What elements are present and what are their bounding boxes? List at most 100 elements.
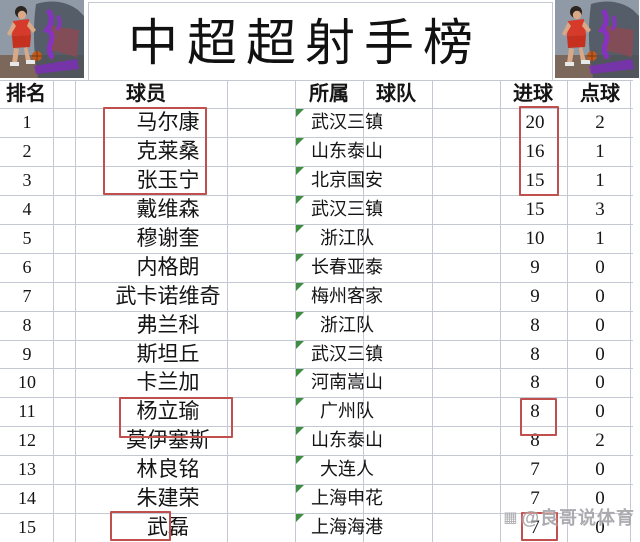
grid-line (88, 2, 552, 3)
penalties-cell: 0 (595, 517, 605, 539)
grid-logo-icon: ▦ (503, 508, 519, 526)
table-row: 3 张玉宁 北京国安 15 1 (0, 166, 640, 195)
rank-cell: 4 (22, 198, 32, 219)
comment-triangle-icon (296, 485, 304, 494)
penalties-cell: 1 (595, 169, 605, 191)
team-name-cell: 山东泰山 (311, 430, 383, 451)
grid-line (552, 2, 553, 80)
table-row: 5 穆谢奎 浙江队 10 1 (0, 224, 640, 253)
table-row: 11 杨立瑜 广州队 8 0 (0, 397, 640, 426)
team-name-cell: 河南嵩山 (311, 372, 383, 393)
team-name-cell: 浙江队 (320, 227, 374, 248)
penalties-cell: 0 (595, 459, 605, 481)
player-name-cell: 武磊 (147, 515, 189, 540)
red-highlight-box (119, 397, 233, 438)
table-row: 2 克莱桑 山东泰山 16 1 (0, 137, 640, 166)
comment-triangle-icon (296, 166, 304, 175)
grid-line (0, 339, 633, 341)
penalties-cell: 3 (595, 198, 605, 220)
player-name-cell: 杨立瑜 (136, 399, 200, 424)
column-header-goals: 进球 (513, 83, 553, 105)
comment-triangle-icon (296, 340, 304, 349)
team-name-cell: 长春亚泰 (311, 256, 383, 277)
goals-cell: 7 (530, 517, 540, 539)
comment-triangle-icon (296, 224, 304, 233)
grid-line (0, 194, 633, 196)
player-name-cell: 戴维森 (136, 196, 200, 221)
grid-line (0, 252, 633, 254)
team-name-cell: 广州队 (320, 401, 374, 422)
player-name-cell: 马尔康 (136, 110, 200, 134)
player-name-cell: 穆谢奎 (136, 225, 200, 250)
team-name-cell: 山东泰山 (311, 140, 383, 161)
penalties-cell: 0 (595, 314, 605, 336)
team-name-cell: 武汉三镇 (311, 198, 383, 219)
table-row: 4 戴维森 武汉三镇 15 3 (0, 195, 640, 224)
penalties-cell: 0 (595, 343, 605, 365)
comment-triangle-icon (296, 514, 304, 523)
comment-triangle-icon (296, 369, 304, 378)
player-name-cell: 张玉宁 (136, 167, 200, 192)
goals-cell: 15 (525, 198, 545, 220)
penalties-cell: 0 (595, 285, 605, 307)
grid-line (0, 136, 633, 138)
penalties-cell: 0 (595, 401, 605, 423)
team-name-cell: 武汉三镇 (311, 112, 383, 132)
basketball-player-illustration (555, 0, 639, 78)
goals-cell: 8 (530, 430, 540, 452)
watermark: ▦ @良哥说体育 (503, 504, 635, 530)
basketball-player-illustration (0, 0, 84, 78)
comment-triangle-icon (296, 109, 304, 117)
player-name-cell: 内格朗 (136, 254, 200, 279)
rank-cell: 15 (18, 517, 36, 538)
player-name-cell: 克莱桑 (136, 138, 200, 163)
goals-cell: 10 (525, 227, 545, 249)
table-row: 15 武磊 上海海港 7 0 (0, 513, 640, 542)
team-name-cell: 大连人 (320, 459, 374, 480)
goals-cell: 8 (530, 372, 540, 394)
grid-line (0, 513, 633, 515)
grid-line (0, 223, 633, 225)
comment-triangle-icon (296, 311, 304, 320)
player-name-cell: 朱建荣 (136, 486, 200, 511)
rank-cell: 6 (22, 256, 32, 277)
team-name-cell: 浙江队 (320, 314, 374, 335)
penalties-cell: 0 (595, 372, 605, 394)
rank-cell: 10 (18, 372, 36, 393)
column-header-penalties: 点球 (580, 83, 620, 105)
goals-cell: 16 (525, 140, 545, 162)
grid-line (0, 80, 633, 81)
red-highlight-box (521, 512, 558, 541)
goals-cell: 15 (525, 169, 545, 191)
slam-dunk-artwork-left (0, 0, 84, 78)
goals-cell: 8 (530, 343, 540, 365)
penalties-cell: 1 (595, 140, 605, 162)
red-highlight-box (519, 106, 559, 196)
goals-cell: 9 (530, 285, 540, 307)
goals-cell: 7 (530, 488, 540, 510)
grid-line (0, 397, 633, 399)
comment-triangle-icon (296, 137, 304, 146)
comment-triangle-icon (296, 427, 304, 436)
player-name-cell: 林良铭 (136, 457, 200, 482)
red-highlight-box (110, 511, 171, 541)
rank-cell: 1 (22, 112, 32, 132)
grid-line (0, 281, 633, 283)
comment-triangle-icon (296, 456, 304, 465)
goals-cell: 20 (525, 112, 545, 133)
column-header-rank: 排名 (6, 83, 46, 105)
team-name-cell: 上海申花 (311, 488, 383, 509)
comment-triangle-icon (296, 398, 304, 407)
goals-cell: 8 (530, 401, 540, 423)
goals-cell: 7 (530, 459, 540, 481)
player-name-cell: 斯坦丘 (136, 341, 200, 366)
table-row: 8 弗兰科 浙江队 8 0 (0, 311, 640, 340)
grid-line (0, 455, 633, 457)
comment-triangle-icon (296, 253, 304, 262)
player-name-cell: 莫伊塞斯 (126, 428, 210, 453)
rank-cell: 11 (18, 401, 36, 422)
comment-triangle-icon (296, 282, 304, 291)
penalties-cell: 2 (595, 112, 605, 133)
penalties-cell: 2 (595, 430, 605, 452)
